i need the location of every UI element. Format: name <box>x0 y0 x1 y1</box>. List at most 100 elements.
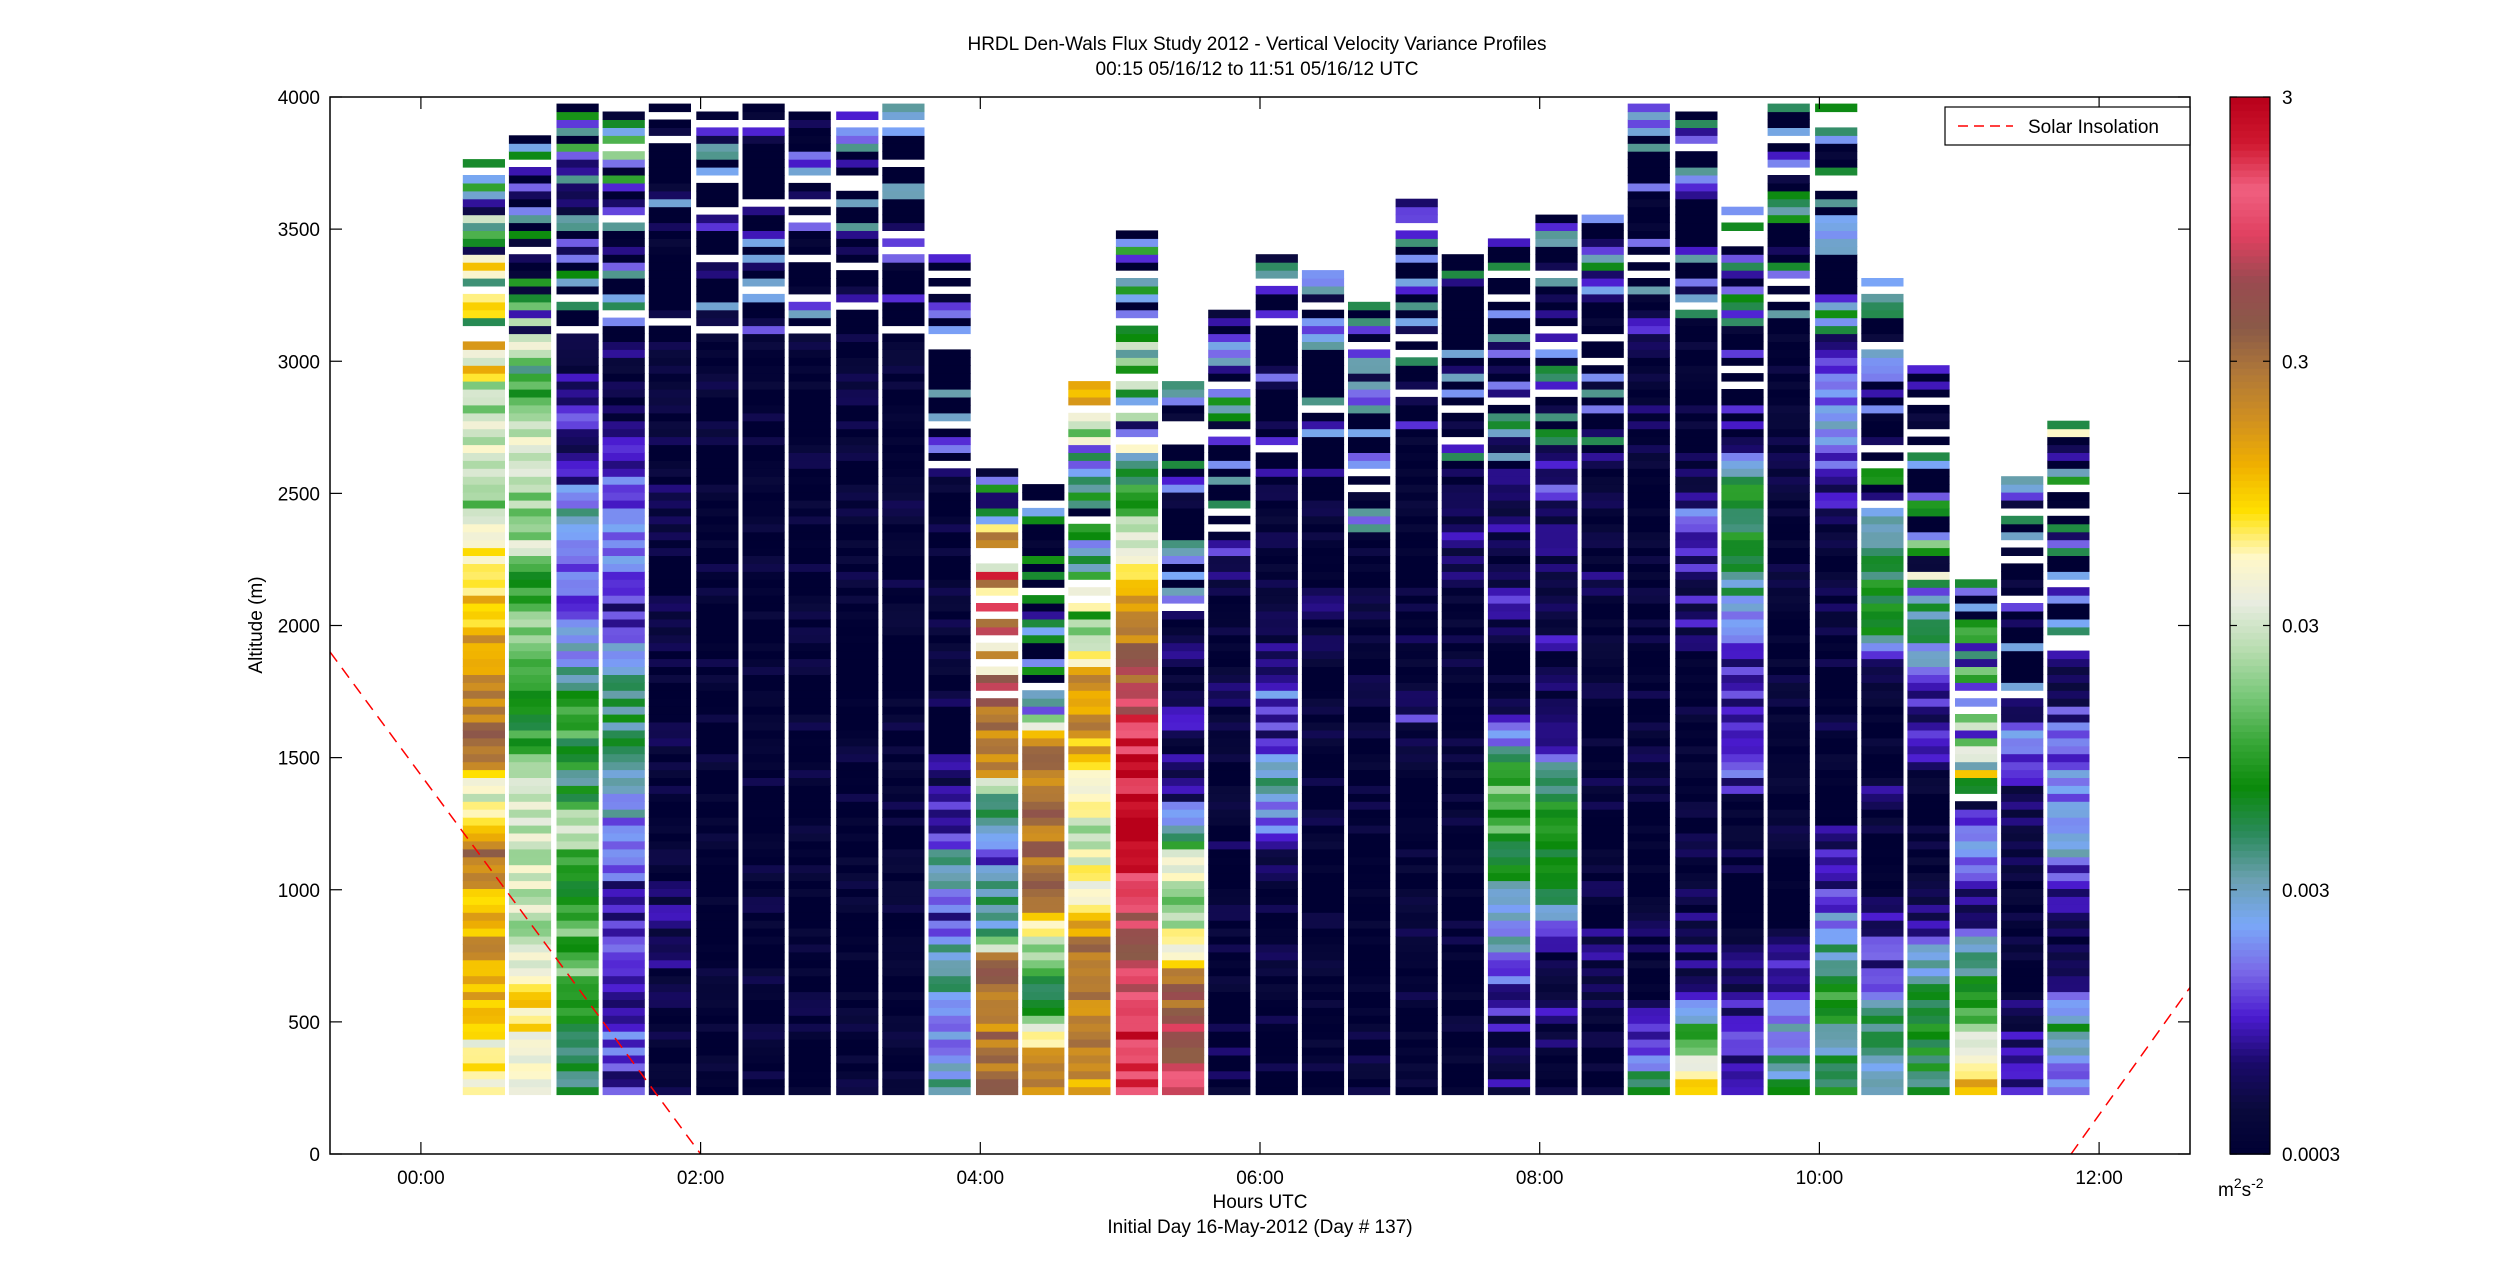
variance-cell <box>1395 698 1438 707</box>
variance-cell <box>1815 888 1858 897</box>
variance-cell <box>1348 698 1391 707</box>
variance-cell <box>1162 801 1205 810</box>
variance-cell <box>1487 452 1531 461</box>
variance-cell <box>928 761 971 771</box>
variance-cell <box>508 991 552 1000</box>
variance-cell <box>648 182 691 192</box>
variance-cell <box>1487 817 1531 826</box>
variance-cell <box>1767 1031 1810 1040</box>
variance-cell <box>928 785 971 794</box>
variance-cell <box>1115 682 1159 691</box>
variance-cell <box>648 1062 691 1072</box>
variance-cell <box>696 357 739 366</box>
variance-cell <box>882 484 925 493</box>
variance-cell <box>742 262 785 271</box>
variance-cell <box>1815 967 1858 977</box>
variance-cell <box>1581 373 1624 382</box>
variance-cell <box>696 246 739 255</box>
x-tick-label: 10:00 <box>1796 1168 1844 1189</box>
colorbar-swatch <box>2230 235 2270 244</box>
variance-cell <box>788 222 831 231</box>
variance-cell <box>508 1007 552 1016</box>
variance-cell <box>788 420 831 430</box>
variance-cell <box>928 1039 971 1048</box>
variance-cell <box>1441 420 1484 430</box>
variance-cell <box>1208 555 1251 564</box>
variance-cell <box>556 531 599 541</box>
variance-cell <box>602 151 645 160</box>
variance-cell <box>1395 634 1438 644</box>
variance-cell <box>1348 761 1391 771</box>
variance-cell <box>462 634 505 644</box>
variance-cell <box>648 1039 691 1048</box>
variance-cell <box>976 904 1019 913</box>
variance-cell <box>928 658 971 667</box>
y-axis-label: Altitude (m) <box>246 576 267 673</box>
variance-cell <box>928 365 971 374</box>
variance-cell <box>1535 801 1578 810</box>
variance-cell <box>1675 278 1718 287</box>
variance-cell <box>508 1054 552 1064</box>
variance-cell <box>1535 951 1578 961</box>
variance-cell <box>556 515 599 525</box>
variance-cell <box>2001 547 2044 556</box>
variance-cell <box>1535 222 1578 231</box>
variance-cell <box>1767 484 1810 493</box>
variance-cell <box>1395 928 1438 937</box>
variance-cell <box>696 230 739 239</box>
variance-cell <box>1861 729 1904 739</box>
variance-cell <box>1721 753 1764 763</box>
variance-cell <box>1675 175 1718 184</box>
variance-cell <box>462 690 505 699</box>
variance-cell <box>508 500 552 509</box>
variance-cell <box>1907 1023 1950 1032</box>
variance-cell <box>1068 547 1111 556</box>
variance-cell <box>1627 722 1670 731</box>
variance-cell <box>1115 285 1159 295</box>
variance-cell <box>1208 1054 1251 1064</box>
variance-cell <box>1441 476 1484 485</box>
variance-cell <box>1162 872 1205 882</box>
variance-cell <box>836 753 879 763</box>
variance-cell <box>1627 175 1670 184</box>
variance-cell <box>1535 404 1578 414</box>
variance-cell <box>508 951 552 961</box>
variance-cell <box>1767 515 1810 525</box>
variance-cell <box>1675 404 1718 414</box>
variance-cell <box>1255 626 1298 636</box>
variance-cell <box>1487 579 1531 588</box>
variance-cell <box>2001 1031 2044 1040</box>
colorbar-swatch <box>2230 97 2270 105</box>
variance-cell <box>1535 309 1578 319</box>
variance-cell <box>1301 1031 1345 1040</box>
variance-cell <box>1115 293 1159 303</box>
variance-cell <box>1255 801 1298 810</box>
variance-cell <box>1675 856 1718 866</box>
variance-cell <box>1721 555 1764 564</box>
variance-cell <box>462 753 505 763</box>
variance-cell <box>648 801 691 810</box>
variance-cell <box>1861 658 1904 667</box>
variance-cell <box>2001 1086 2044 1096</box>
variance-cell <box>1767 222 1810 231</box>
variance-cell <box>976 999 1019 1008</box>
variance-cell <box>648 832 691 842</box>
variance-cell <box>2047 611 2090 620</box>
variance-cell <box>882 404 925 414</box>
variance-cell <box>1395 341 1438 350</box>
variance-cell <box>1861 904 1904 913</box>
variance-cell <box>788 872 831 882</box>
variance-cell <box>556 1015 599 1024</box>
variance-cell <box>696 650 739 660</box>
variance-cell <box>1535 698 1578 707</box>
variance-cell <box>1068 690 1111 699</box>
variance-cell <box>1815 943 1858 953</box>
variance-cell <box>696 444 739 453</box>
variance-cell <box>508 190 552 200</box>
variance-cell <box>882 389 925 398</box>
variance-cell <box>928 293 971 303</box>
colorbar-swatch <box>2230 572 2270 581</box>
variance-cell <box>556 539 599 549</box>
colorbar-swatch <box>2230 896 2270 904</box>
variance-cell <box>1162 539 1205 549</box>
